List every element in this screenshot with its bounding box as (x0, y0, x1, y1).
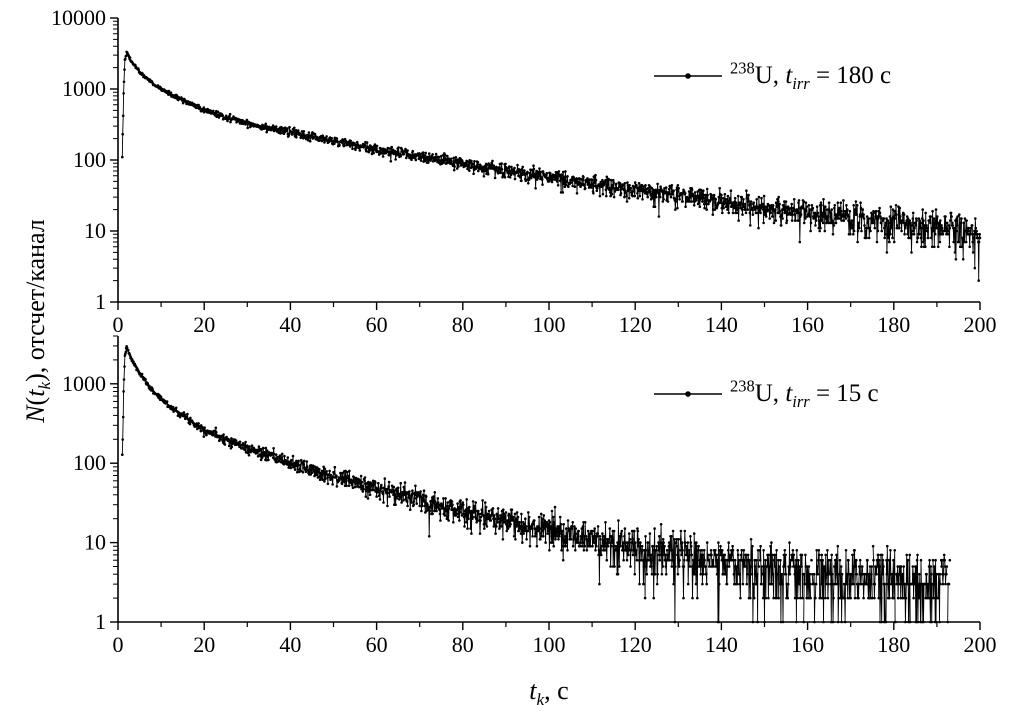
svg-text:200: 200 (964, 632, 997, 657)
svg-text:100: 100 (73, 147, 106, 172)
svg-text:10: 10 (84, 530, 106, 555)
plot-15s: 0 20 40 60 80 100 120 140 160 180 200 1 10 100 1000 (62, 335, 997, 657)
plot-180s: 0 20 40 60 80 100 120 140 160 180 200 1 10 100 1000 100… (51, 5, 997, 337)
data-points (121, 50, 982, 282)
data-line (121, 50, 981, 281)
svg-text:0: 0 (113, 632, 124, 657)
svg-text:60: 60 (366, 312, 388, 337)
svg-text:160: 160 (791, 632, 824, 657)
svg-text:40: 40 (279, 312, 301, 337)
svg-text:100: 100 (533, 632, 566, 657)
svg-text:120: 120 (619, 312, 652, 337)
svg-text:180: 180 (877, 312, 910, 337)
x-axis-ticks: 0 20 40 60 80 100 120 140 160 180 200 (113, 302, 997, 337)
svg-text:100: 100 (73, 450, 106, 475)
y-axis-ticks: 1 10 100 1000 10000 (51, 5, 118, 314)
svg-text:140: 140 (705, 632, 738, 657)
svg-text:120: 120 (619, 632, 652, 657)
svg-text:160: 160 (791, 312, 824, 337)
svg-text:10: 10 (84, 218, 106, 243)
svg-text:200: 200 (964, 312, 997, 337)
svg-text:1000: 1000 (62, 76, 106, 101)
svg-text:10000: 10000 (51, 5, 106, 30)
svg-text:60: 60 (366, 632, 388, 657)
svg-text:100: 100 (533, 312, 566, 337)
svg-text:20: 20 (193, 312, 215, 337)
data-points (121, 345, 952, 624)
svg-text:1000: 1000 (62, 371, 106, 396)
svg-text:0: 0 (113, 312, 124, 337)
svg-text:40: 40 (279, 632, 301, 657)
svg-text:80: 80 (452, 632, 474, 657)
svg-text:180: 180 (877, 632, 910, 657)
x-axis-ticks: 0 20 40 60 80 100 120 140 160 180 200 (113, 622, 997, 657)
svg-text:20: 20 (193, 632, 215, 657)
svg-text:140: 140 (705, 312, 738, 337)
y-axis-ticks: 1 10 100 1000 (62, 335, 118, 634)
data-line (121, 344, 949, 623)
svg-text:80: 80 (452, 312, 474, 337)
svg-text:1: 1 (95, 609, 106, 634)
axes (117, 18, 980, 303)
svg-text:1: 1 (95, 289, 106, 314)
